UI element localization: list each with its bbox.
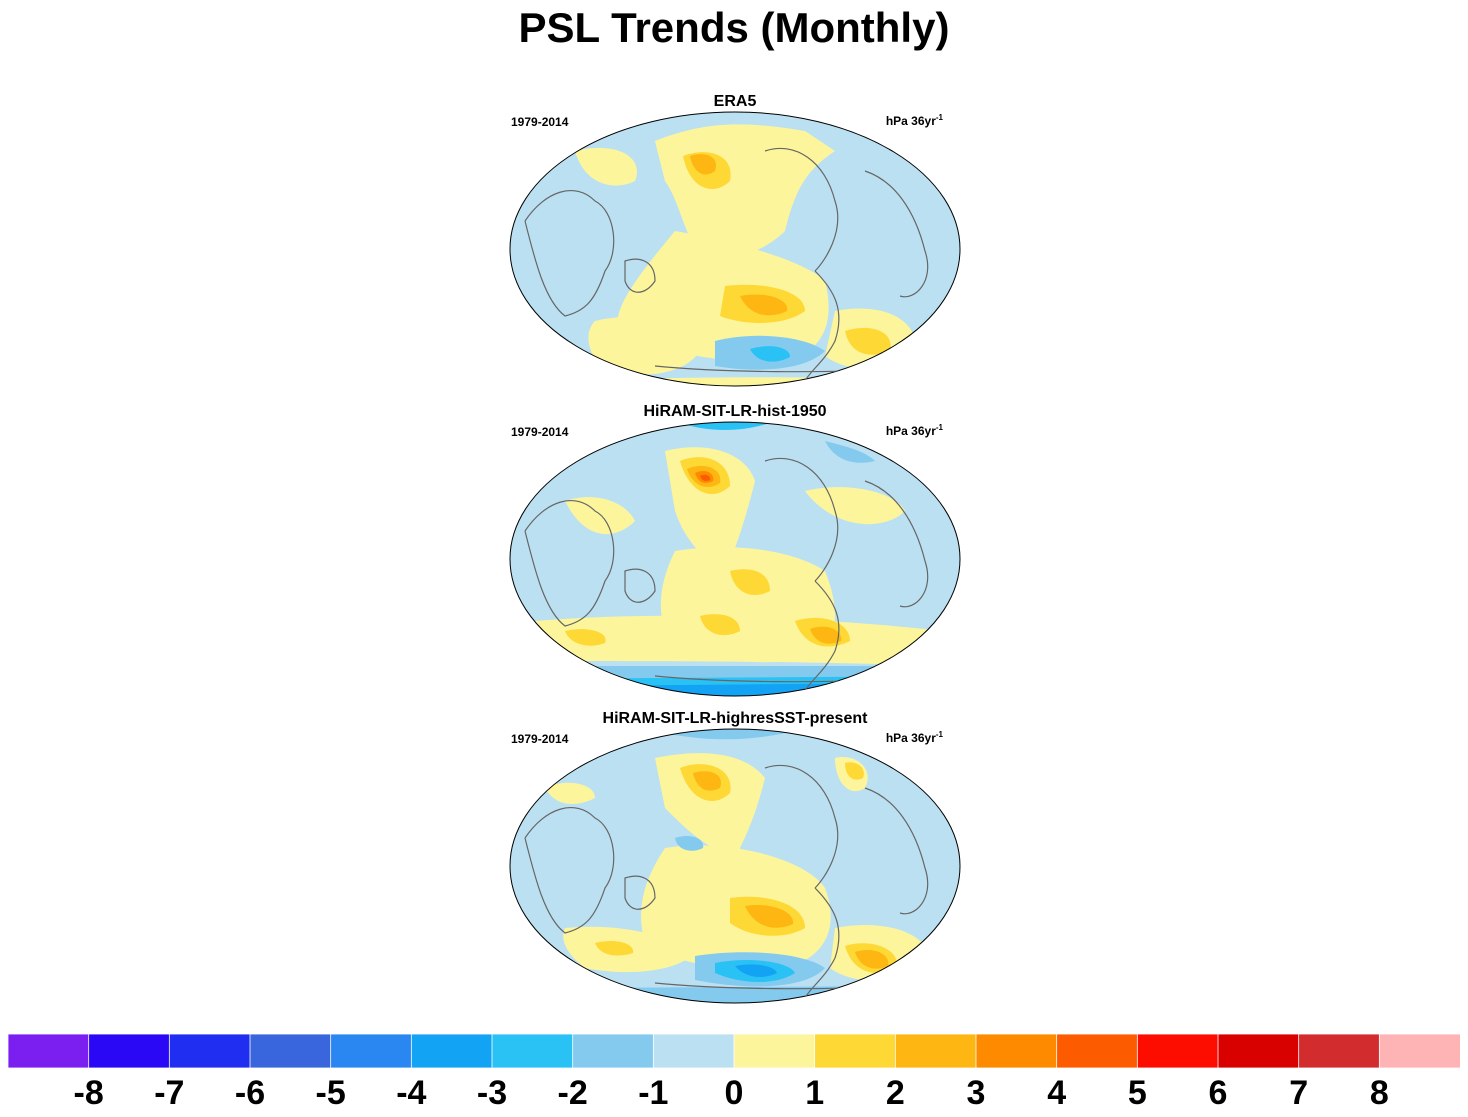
period-label: 1979-2014 [511, 115, 569, 129]
colorbar-tick-label: 3 [966, 1074, 986, 1112]
colorbar-tick-label: -8 [73, 1074, 104, 1112]
colorbar-tick-label: 5 [1127, 1074, 1147, 1112]
colorbar-tick-label: -1 [638, 1074, 669, 1112]
units-label: hPa 36yr-1 [885, 423, 943, 438]
colorbar-swatch [1056, 1034, 1139, 1068]
colorbar-swatch [814, 1034, 897, 1068]
colorbar-swatch [1378, 1034, 1460, 1068]
colorbar-tick-label: 0 [724, 1074, 744, 1112]
colorbar-swatch [1217, 1034, 1300, 1068]
colorbar-tick-label: -7 [154, 1074, 185, 1112]
colorbar-swatch [733, 1034, 816, 1068]
colorbar-swatch [410, 1034, 493, 1068]
colorbar [8, 1034, 1460, 1068]
units-label: hPa 36yr-1 [885, 730, 943, 745]
colorbar-swatch [330, 1034, 413, 1068]
page-title: PSL Trends (Monthly) [518, 4, 950, 51]
period-label: 1979-2014 [511, 425, 569, 439]
colorbar-tick-label: -5 [315, 1074, 346, 1112]
colorbar-swatch [88, 1034, 171, 1068]
colorbar-tick-label: -4 [396, 1074, 427, 1112]
panel-title: ERA5 [713, 93, 757, 110]
colorbar-swatch [1298, 1034, 1381, 1068]
colorbar-tick-label: 7 [1289, 1074, 1309, 1112]
colorbar-swatch [652, 1034, 735, 1068]
colorbar-tick-label: -2 [557, 1074, 588, 1112]
period-label: 1979-2014 [511, 732, 569, 746]
colorbar-swatch [8, 1034, 90, 1068]
map-panel-hist-1950: HiRAM-SIT-LR-hist-1950 1979-2014 hPa 36y… [505, 403, 965, 703]
map-panel-era5: ERA5 1979-2014 hPa 36yr-1 [505, 93, 965, 393]
colorbar-tick-label: -3 [476, 1074, 508, 1112]
panel-title: HiRAM-SIT-LR-hist-1950 [643, 403, 827, 420]
colorbar-swatch [168, 1034, 251, 1068]
colorbar-swatch [894, 1034, 977, 1068]
colorbar-swatch [572, 1034, 655, 1068]
colorbar-swatch [249, 1034, 332, 1068]
colorbar-tick-label: 1 [805, 1074, 825, 1112]
trend-map [509, 111, 961, 387]
colorbar-tick-label: 6 [1208, 1074, 1228, 1112]
units-label: hPa 36yr-1 [885, 113, 943, 128]
trend-map [509, 421, 961, 697]
colorbar-tick-label: 8 [1369, 1074, 1389, 1112]
colorbar-swatch [491, 1034, 574, 1068]
colorbar-swatch [1136, 1034, 1219, 1068]
panel-title: HiRAM-SIT-LR-highresSST-present [602, 710, 868, 727]
colorbar-tick-label: -6 [234, 1074, 266, 1112]
colorbar-tick-label: 2 [885, 1074, 905, 1112]
colorbar-tick-label: 4 [1047, 1074, 1067, 1112]
trend-map [509, 728, 961, 1004]
map-panel-highressst-present: HiRAM-SIT-LR-highresSST-present 1979-201… [505, 710, 965, 1010]
colorbar-swatch [975, 1034, 1058, 1068]
colorbar-labels: -8 -7 -6 -5 -4 -3 -2 -1 0 1 2 3 4 5 6 7 8 [0, 1072, 1468, 1117]
